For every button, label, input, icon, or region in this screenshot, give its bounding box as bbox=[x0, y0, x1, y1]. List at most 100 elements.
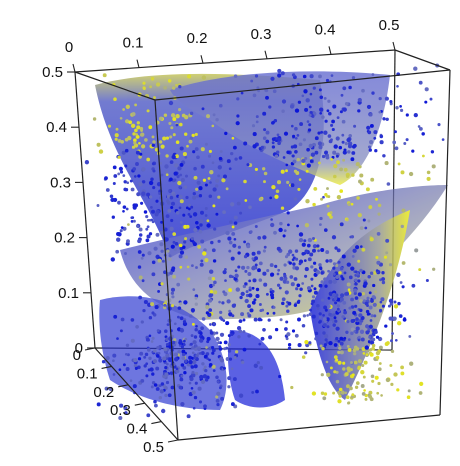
data-point bbox=[199, 352, 202, 355]
data-point bbox=[179, 162, 184, 167]
data-point bbox=[167, 209, 172, 213]
data-point bbox=[298, 178, 302, 181]
data-point bbox=[399, 105, 402, 108]
data-point bbox=[193, 364, 198, 369]
data-point bbox=[222, 290, 226, 294]
data-point bbox=[298, 142, 303, 147]
data-point bbox=[154, 305, 159, 310]
data-point bbox=[179, 302, 182, 306]
data-point bbox=[363, 389, 366, 392]
data-point bbox=[262, 249, 266, 253]
data-point bbox=[377, 367, 382, 372]
data-point bbox=[133, 363, 138, 368]
data-point bbox=[335, 358, 339, 362]
data-point bbox=[141, 167, 146, 172]
data-point bbox=[181, 349, 186, 354]
data-point bbox=[335, 379, 340, 384]
data-point bbox=[171, 178, 176, 183]
data-point bbox=[327, 195, 331, 199]
data-point bbox=[159, 242, 164, 247]
data-point bbox=[200, 210, 204, 215]
data-point bbox=[130, 338, 135, 343]
data-point bbox=[122, 209, 125, 213]
data-point bbox=[304, 351, 308, 355]
x-tick-mark bbox=[200, 55, 204, 64]
data-point bbox=[232, 377, 237, 382]
data-point bbox=[205, 305, 210, 310]
data-point bbox=[332, 320, 335, 324]
data-point bbox=[275, 189, 280, 193]
data-point bbox=[161, 259, 165, 263]
data-point bbox=[333, 355, 338, 359]
data-point bbox=[280, 206, 285, 210]
data-point bbox=[357, 97, 362, 103]
data-point bbox=[165, 154, 169, 158]
data-point bbox=[118, 415, 123, 421]
data-point bbox=[208, 149, 212, 153]
data-point bbox=[169, 371, 174, 375]
data-point bbox=[308, 123, 312, 127]
data-point bbox=[175, 368, 180, 374]
data-point bbox=[152, 359, 158, 364]
data-point bbox=[362, 375, 366, 379]
data-point bbox=[206, 336, 211, 341]
data-point bbox=[227, 349, 232, 353]
data-point bbox=[341, 315, 345, 319]
z-tick-label: 0.4 bbox=[46, 119, 67, 136]
data-point bbox=[122, 205, 127, 209]
data-point bbox=[337, 390, 341, 395]
data-point bbox=[379, 140, 384, 145]
data-point bbox=[173, 171, 178, 176]
data-point bbox=[178, 194, 183, 199]
data-point bbox=[171, 266, 176, 271]
data-point bbox=[278, 286, 282, 290]
data-point bbox=[388, 316, 393, 321]
data-point bbox=[177, 315, 180, 319]
point-cloud bbox=[84, 63, 445, 421]
data-point bbox=[277, 137, 282, 142]
data-point bbox=[189, 376, 194, 382]
data-point bbox=[209, 323, 212, 326]
data-point bbox=[147, 251, 152, 256]
data-point bbox=[255, 294, 260, 299]
data-point bbox=[178, 108, 182, 112]
data-point bbox=[342, 107, 347, 112]
data-point bbox=[172, 232, 177, 236]
data-point bbox=[195, 221, 199, 225]
data-point bbox=[322, 317, 327, 322]
data-point bbox=[188, 314, 193, 318]
data-point bbox=[341, 254, 346, 259]
data-point bbox=[365, 309, 370, 314]
data-point bbox=[155, 366, 160, 371]
data-point bbox=[139, 152, 143, 156]
data-point bbox=[140, 256, 144, 260]
x-tick-label: 0.2 bbox=[187, 30, 208, 47]
data-point bbox=[215, 178, 220, 183]
data-point bbox=[306, 314, 309, 317]
data-point bbox=[180, 177, 185, 183]
data-point bbox=[360, 337, 365, 342]
data-point bbox=[374, 330, 378, 334]
data-point bbox=[348, 134, 352, 138]
data-point bbox=[192, 340, 197, 345]
data-point bbox=[292, 262, 296, 266]
data-point bbox=[211, 276, 216, 281]
data-point bbox=[114, 137, 118, 141]
data-point bbox=[396, 388, 400, 392]
data-point bbox=[188, 203, 192, 207]
data-point bbox=[397, 321, 402, 326]
data-point bbox=[378, 96, 382, 101]
data-point bbox=[182, 245, 186, 250]
data-point bbox=[253, 317, 258, 322]
data-point bbox=[226, 159, 231, 164]
data-point bbox=[211, 348, 216, 353]
data-point bbox=[208, 298, 213, 303]
data-point bbox=[159, 230, 164, 235]
data-point bbox=[101, 359, 106, 364]
data-point bbox=[186, 144, 189, 148]
data-point bbox=[333, 343, 338, 347]
data-point bbox=[215, 395, 219, 399]
data-point bbox=[371, 91, 375, 95]
data-point bbox=[212, 259, 217, 263]
